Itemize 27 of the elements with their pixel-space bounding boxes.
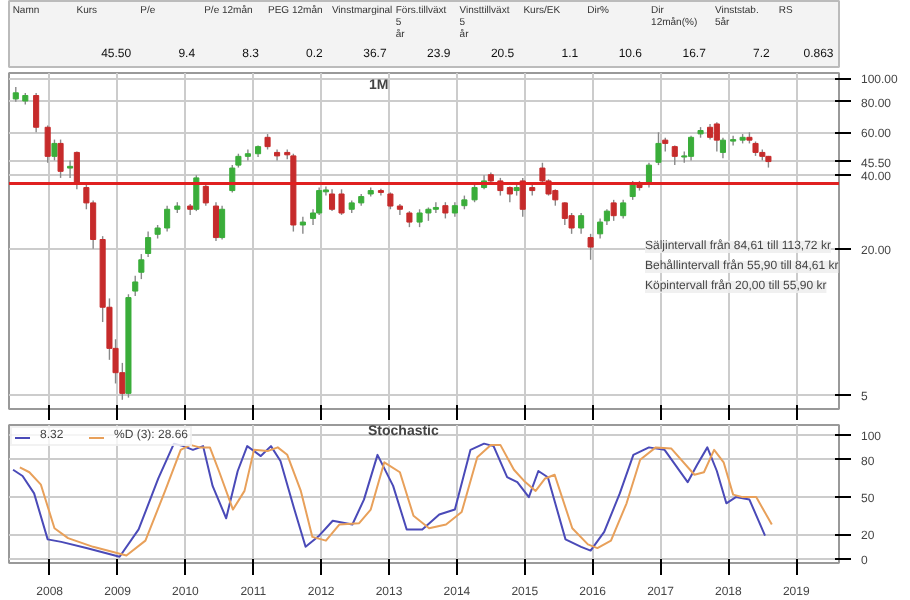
candlestick xyxy=(299,216,306,235)
candlestick xyxy=(67,159,74,179)
candlestick xyxy=(51,138,58,162)
candlestick xyxy=(688,135,695,162)
candlestick xyxy=(597,217,604,240)
candlestick xyxy=(57,138,64,179)
candlestick xyxy=(671,144,678,166)
candlestick xyxy=(193,174,200,212)
candlestick xyxy=(212,201,220,242)
candlestick xyxy=(202,182,209,207)
candlestick xyxy=(33,92,40,133)
candlestick xyxy=(610,199,617,222)
candlestick xyxy=(713,121,720,153)
candlestick xyxy=(578,212,585,235)
candlestick xyxy=(655,131,662,166)
candlestick xyxy=(432,201,439,214)
candlestick xyxy=(629,180,636,201)
candlestick xyxy=(132,274,139,297)
candlestick xyxy=(219,204,226,241)
candlestick xyxy=(620,199,627,220)
candlestick xyxy=(561,201,568,226)
candlestick xyxy=(44,124,51,164)
candlestick xyxy=(587,233,594,261)
candlestick xyxy=(145,230,152,258)
candlestick xyxy=(645,162,653,189)
candlestick xyxy=(73,150,80,191)
candlestick xyxy=(138,253,145,280)
